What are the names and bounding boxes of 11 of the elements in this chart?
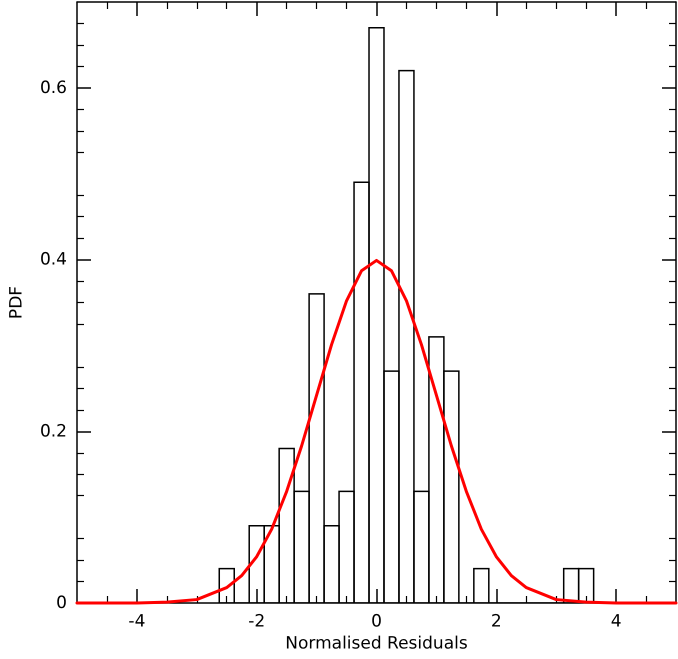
x-tick-label: -2: [248, 612, 266, 632]
x-tick-label: 4: [610, 612, 622, 632]
x-axis-title: Normalised Residuals: [285, 634, 468, 654]
y-tick-label: 0.4: [40, 250, 67, 270]
y-tick-label: 0.2: [40, 421, 67, 442]
y-axis-title: PDF: [6, 286, 26, 320]
x-tick-label: 0: [371, 612, 382, 632]
x-tick-label: -4: [128, 612, 146, 632]
x-tick-label: 2: [490, 612, 502, 632]
y-tick-label: 0: [56, 593, 67, 613]
y-tick-label: 0.6: [40, 78, 67, 98]
